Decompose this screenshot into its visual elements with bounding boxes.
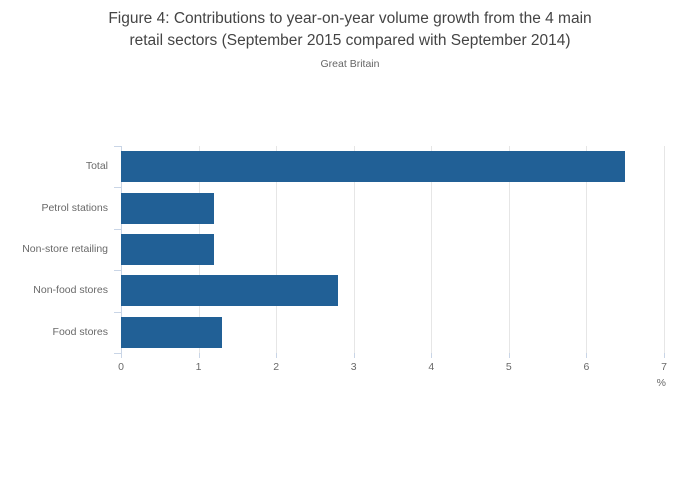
bar-food-stores	[121, 316, 222, 348]
y-axis-tick	[114, 270, 121, 272]
x-axis-tick	[121, 353, 122, 358]
x-axis-title: %	[656, 377, 666, 389]
x-tick-label: 0	[118, 361, 124, 373]
x-tick-label: 1	[195, 361, 202, 373]
bar-petrol-stations	[121, 192, 215, 224]
y-axis-tick	[114, 353, 121, 354]
chart-title-line-1: Figure 4: Contributions to year-on-year …	[108, 10, 592, 27]
x-axis-tick	[276, 353, 278, 358]
gridline	[431, 146, 433, 353]
chart-subtitle: Great Britain	[320, 58, 380, 70]
y-category-label: Petrol stations	[41, 201, 108, 214]
bar-total	[121, 151, 626, 183]
gridline	[353, 146, 355, 353]
bar-non-store-retailing	[121, 234, 215, 265]
x-axis-tick	[586, 353, 588, 358]
chart-title-line-2: retail sectors (September 2015 compared …	[129, 32, 571, 49]
y-category-label: Non-food stores	[33, 284, 108, 297]
y-axis-tick	[114, 146, 121, 147]
bar-non-food-stores	[121, 275, 339, 307]
gridline	[664, 146, 665, 353]
x-axis-tick	[431, 353, 433, 358]
gridline	[508, 146, 510, 353]
plot-area: 0 1 2 3 4 5 6 7	[114, 146, 667, 373]
x-axis-tick	[353, 353, 355, 358]
y-category-label: Food stores	[52, 325, 108, 338]
x-tick-label: 5	[505, 361, 512, 373]
x-tick-label: 3	[350, 361, 357, 373]
x-axis-tick	[198, 353, 200, 358]
x-tick-label: 6	[583, 361, 590, 373]
y-category-label: Non-store retailing	[22, 243, 108, 255]
gridline	[276, 146, 278, 353]
y-axis-tick	[114, 228, 121, 230]
gridline	[586, 146, 588, 353]
x-axis-tick	[664, 353, 665, 358]
chart-title: Figure 4: Contributions to year-on-year …	[0, 8, 700, 52]
y-axis-category-labels: Total Petrol stations Non-store retailing N…	[0, 146, 108, 353]
y-axis-tick	[114, 311, 121, 313]
y-category-label: Total	[85, 160, 108, 173]
x-tick-label: 2	[273, 361, 280, 373]
x-tick-label: 4	[428, 361, 435, 373]
y-axis-tick	[114, 187, 121, 189]
x-axis-tick	[508, 353, 510, 358]
x-tick-label: 7	[661, 361, 667, 373]
